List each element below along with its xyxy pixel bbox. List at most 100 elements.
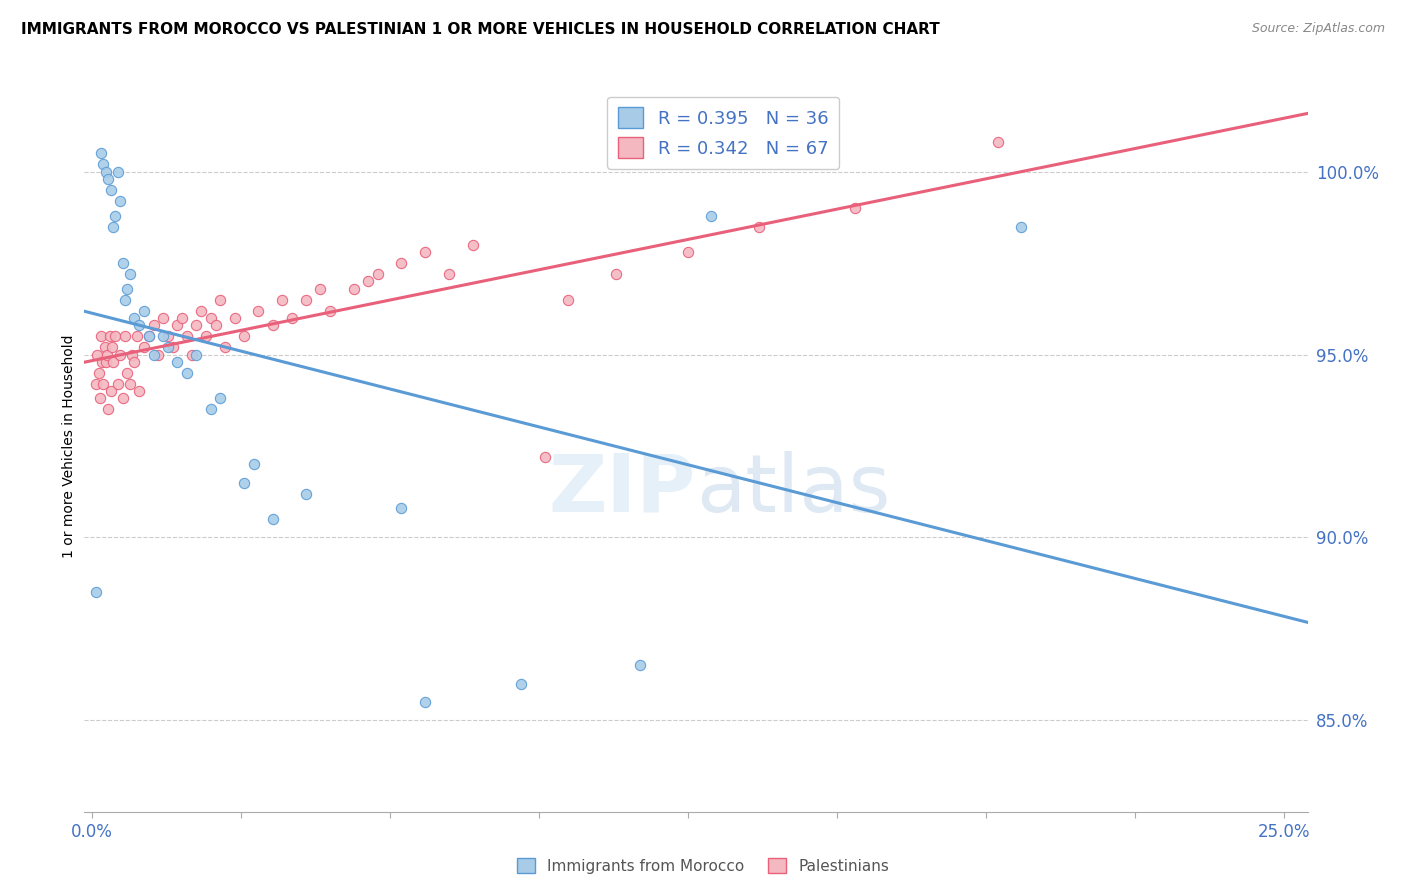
Point [676,245,699,260]
Point [128,318,150,333]
Point [124,355,146,369]
Point [295,486,318,500]
Point [100,384,122,398]
Point [204,318,226,333]
Point [101,355,124,369]
Point [142,318,165,333]
Point [138,329,160,343]
Point [93,157,115,171]
Point [176,329,198,343]
Point [247,303,270,318]
Point [209,293,232,307]
Point [844,201,866,215]
Point [309,282,332,296]
Point [186,347,208,361]
Point [415,695,437,709]
Point [91,355,114,369]
Point [1010,219,1032,234]
Point [357,274,380,288]
Point [166,355,188,369]
Point [262,512,284,526]
Point [87,366,110,380]
Point [118,267,141,281]
Point [628,658,651,673]
Point [262,318,284,333]
Point [295,293,318,307]
Point [94,355,117,369]
Point [108,194,131,208]
Point [117,366,139,380]
Point [124,310,146,325]
Point [209,392,232,406]
Point [121,347,143,361]
Text: atlas: atlas [696,450,890,529]
Point [104,209,127,223]
Point [271,293,294,307]
Point [391,256,413,270]
Point [101,219,124,234]
Point [84,376,107,391]
Point [533,450,555,464]
Point [748,219,770,234]
Point [125,329,148,343]
Point [233,475,256,490]
Point [437,267,460,281]
Point [89,392,111,406]
Point [987,136,1010,150]
Point [104,329,127,343]
Point [214,340,236,354]
Point [319,303,342,318]
Point [176,366,198,380]
Point [117,282,139,296]
Point [281,310,304,325]
Point [461,237,484,252]
Point [138,329,160,343]
Point [180,347,202,361]
Point [132,303,155,318]
Point [509,676,531,690]
Point [343,282,366,296]
Point [118,376,141,391]
Point [100,340,122,354]
Point [700,209,723,223]
Point [200,402,222,417]
Point [94,164,117,178]
Point [97,402,120,417]
Point [190,303,212,318]
Point [152,329,174,343]
Point [391,501,413,516]
Point [111,256,134,270]
Point [86,347,108,361]
Text: IMMIGRANTS FROM MOROCCO VS PALESTINIAN 1 OR MORE VEHICLES IN HOUSEHOLD CORRELATI: IMMIGRANTS FROM MOROCCO VS PALESTINIAN 1… [21,22,939,37]
Point [152,310,174,325]
Point [108,347,131,361]
Point [84,585,107,599]
Text: Source: ZipAtlas.com: Source: ZipAtlas.com [1251,22,1385,36]
Point [224,310,246,325]
Point [415,245,437,260]
Point [605,267,627,281]
Point [107,376,129,391]
Point [128,384,150,398]
Text: ZIP: ZIP [548,450,696,529]
Point [114,329,136,343]
Point [142,347,165,361]
Point [90,329,112,343]
Point [96,347,118,361]
Point [114,293,136,307]
Point [100,183,122,197]
Point [166,318,188,333]
Point [148,347,170,361]
Point [162,340,184,354]
Point [186,318,208,333]
Point [367,267,389,281]
Y-axis label: 1 or more Vehicles in Household: 1 or more Vehicles in Household [62,334,76,558]
Point [111,392,134,406]
Point [557,293,579,307]
Point [107,164,129,178]
Point [172,310,194,325]
Legend: R = 0.395   N = 36, R = 0.342   N = 67: R = 0.395 N = 36, R = 0.342 N = 67 [607,96,839,169]
Point [194,329,217,343]
Point [94,340,117,354]
Point [200,310,222,325]
